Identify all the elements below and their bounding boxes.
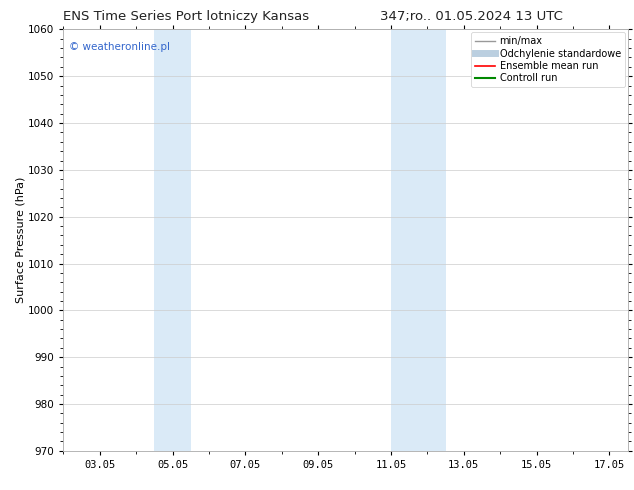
Text: © weatheronline.pl: © weatheronline.pl xyxy=(69,42,170,52)
Legend: min/max, Odchylenie standardowe, Ensemble mean run, Controll run: min/max, Odchylenie standardowe, Ensembl… xyxy=(472,32,624,87)
Bar xyxy=(391,29,446,451)
Y-axis label: Surface Pressure (hPa): Surface Pressure (hPa) xyxy=(15,177,25,303)
Bar xyxy=(155,29,191,451)
Text: 347;ro.. 01.05.2024 13 UTC: 347;ro.. 01.05.2024 13 UTC xyxy=(380,10,563,23)
Text: ENS Time Series Port lotniczy Kansas: ENS Time Series Port lotniczy Kansas xyxy=(63,10,309,23)
